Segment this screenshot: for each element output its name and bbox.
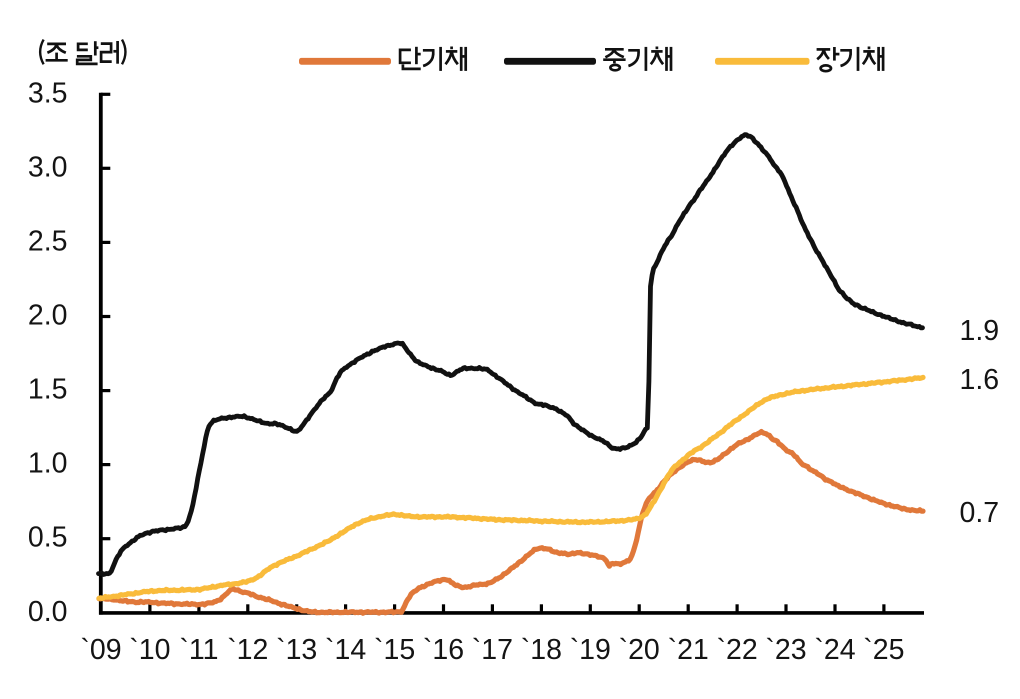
- svg-text:1.0: 1.0: [28, 448, 68, 480]
- svg-text:3.0: 3.0: [28, 151, 68, 183]
- svg-text:`20: `20: [619, 634, 660, 666]
- svg-text:`12: `12: [227, 634, 268, 666]
- svg-text:0.5: 0.5: [28, 522, 68, 554]
- svg-text:`16: `16: [423, 634, 464, 666]
- svg-text:`18: `18: [521, 634, 562, 666]
- svg-text:`21: `21: [668, 634, 709, 666]
- svg-text:`09: `09: [80, 634, 121, 666]
- svg-text:`17: `17: [472, 634, 513, 666]
- svg-text:2.0: 2.0: [28, 300, 68, 332]
- svg-text:0.7: 0.7: [960, 497, 1000, 529]
- svg-text:1.5: 1.5: [28, 374, 68, 406]
- svg-text:`24: `24: [814, 634, 855, 666]
- svg-text:`11: `11: [179, 634, 218, 666]
- svg-text:`15: `15: [374, 634, 415, 666]
- svg-text:0.0: 0.0: [28, 596, 68, 628]
- svg-text:1.9: 1.9: [960, 315, 1000, 347]
- svg-text:`10: `10: [129, 634, 170, 666]
- svg-text:`14: `14: [325, 634, 366, 666]
- svg-text:2.5: 2.5: [28, 225, 68, 257]
- svg-text:1.6: 1.6: [960, 364, 1000, 396]
- svg-text:`25: `25: [863, 634, 904, 666]
- svg-text:`13: `13: [276, 634, 317, 666]
- svg-text:3.5: 3.5: [28, 77, 68, 109]
- svg-text:`19: `19: [570, 634, 611, 666]
- svg-text:`22: `22: [716, 634, 757, 666]
- svg-text:`23: `23: [765, 634, 806, 666]
